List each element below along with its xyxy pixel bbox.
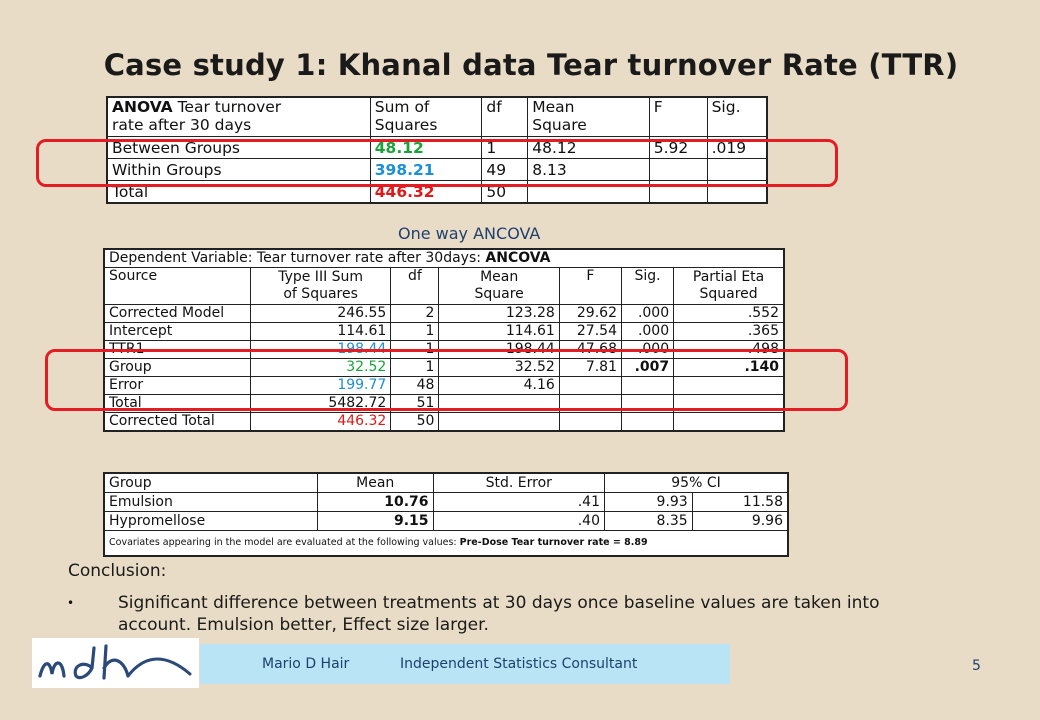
dependent-variable-row: Dependent Variable: Tear turnover rate a… bbox=[103, 248, 785, 268]
table-row: Intercept 114.61 1 114.61 27.54 .000 .36… bbox=[103, 322, 785, 341]
table-row: Within Groups 398.21 49 8.13 bbox=[106, 158, 768, 181]
mean-value: 10.76 bbox=[316, 492, 434, 512]
ci-upper-value: 11.58 bbox=[691, 492, 789, 512]
anova-header-ss: Sum of Squares bbox=[369, 96, 483, 137]
ss-value: 446.32 bbox=[249, 412, 392, 432]
highlight-oval-ancova bbox=[45, 349, 848, 411]
dependent-variable-label: Dependent Variable: Tear turnover rate a… bbox=[103, 248, 785, 268]
anova-header-sig: Sig. bbox=[706, 96, 768, 137]
means-header-mean: Mean bbox=[316, 472, 434, 493]
ancova-header-row: Source Type III Sum of Squares df Mean Squ… bbox=[103, 267, 785, 305]
bullet-icon: • bbox=[67, 596, 75, 610]
means-header-se: Std. Error bbox=[432, 472, 605, 493]
ci-upper-value: 9.96 bbox=[691, 511, 789, 531]
highlight-oval-anova bbox=[36, 139, 838, 187]
eta-value bbox=[673, 412, 785, 432]
table-row: Error 199.77 48 4.16 bbox=[103, 376, 785, 395]
eta-value: .552 bbox=[673, 304, 785, 323]
table-row: Corrected Model 246.55 2 123.28 29.62 .0… bbox=[103, 304, 785, 323]
ancova-header-source: Source bbox=[103, 267, 251, 305]
table-row: Hypromellose 9.15 .40 8.35 9.96 bbox=[103, 511, 789, 531]
ancova-header-df: df bbox=[390, 267, 440, 305]
sig-value bbox=[620, 412, 675, 432]
mean-value: 9.15 bbox=[316, 511, 434, 531]
covariate-note: Covariates appearing in the model are ev… bbox=[103, 530, 789, 557]
page-number: 5 bbox=[972, 658, 981, 674]
f-value: 7.81 bbox=[558, 358, 622, 377]
means-header-ci: 95% CI bbox=[603, 472, 789, 493]
sig-value bbox=[706, 158, 768, 181]
mdh-logo: mdh bbox=[32, 638, 199, 688]
row-label: Corrected Model bbox=[103, 304, 251, 323]
footer-author: Mario D Hair bbox=[262, 656, 350, 672]
anova-header-ms: Mean Square bbox=[527, 96, 650, 137]
ci-lower-value: 9.93 bbox=[603, 492, 693, 512]
sig-value: .000 bbox=[620, 304, 675, 323]
anova-header-label: ANOVA Tear turnover rate after 30 days bbox=[106, 96, 371, 137]
df-value: 49 bbox=[481, 158, 529, 181]
df-value: 1 bbox=[390, 322, 440, 341]
row-label: Emulsion bbox=[103, 492, 318, 512]
conclusion-heading: Conclusion: bbox=[68, 561, 167, 581]
df-value: 2 bbox=[390, 304, 440, 323]
ss-value: 114.61 bbox=[249, 322, 392, 341]
ci-lower-value: 8.35 bbox=[603, 511, 693, 531]
mdh-logo-icon: mdh bbox=[38, 644, 192, 680]
footer-band bbox=[200, 644, 730, 684]
ss-value: 398.21 bbox=[369, 158, 483, 181]
ms-value: 8.13 bbox=[527, 158, 650, 181]
ms-value bbox=[438, 412, 560, 432]
row-label: Hypromellose bbox=[103, 511, 318, 531]
slide-title: Case study 1: Khanal data Tear turnover … bbox=[103, 48, 959, 82]
means-table: Group Mean Std. Error 95% CI Emulsion 10… bbox=[103, 472, 789, 557]
se-value: .41 bbox=[432, 492, 605, 512]
f-value: 29.62 bbox=[558, 304, 622, 323]
table-row: Group 32.52 1 32.52 7.81 .007 .140 bbox=[103, 358, 785, 377]
anova-header-f: F bbox=[648, 96, 708, 137]
f-value: 27.54 bbox=[558, 322, 622, 341]
row-label: Corrected Total bbox=[103, 412, 251, 432]
ancova-header-f: F bbox=[558, 267, 622, 305]
table-row: Emulsion 10.76 .41 9.93 11.58 bbox=[103, 492, 789, 512]
ancova-header-eta: Partial Eta Squared bbox=[673, 267, 785, 305]
se-value: .40 bbox=[432, 511, 605, 531]
ancova-header-ms: Mean Square bbox=[438, 267, 560, 305]
means-header-group: Group bbox=[103, 472, 318, 493]
means-header-row: Group Mean Std. Error 95% CI bbox=[103, 472, 789, 493]
means-note-row: Covariates appearing in the model are ev… bbox=[103, 530, 789, 557]
f-value bbox=[558, 412, 622, 432]
ancova-header-ss: Type III Sum of Squares bbox=[249, 267, 392, 305]
ms-value: 123.28 bbox=[438, 304, 560, 323]
row-label: Within Groups bbox=[106, 158, 371, 181]
ms-value: 114.61 bbox=[438, 322, 560, 341]
conclusion-text: Significant difference between treatment… bbox=[118, 593, 880, 635]
ancova-header-sig: Sig. bbox=[620, 267, 675, 305]
ms-value: 32.52 bbox=[438, 358, 560, 377]
eta-value: .365 bbox=[673, 322, 785, 341]
anova-header-row: ANOVA Tear turnover rate after 30 days Su… bbox=[106, 96, 768, 137]
footer-role: Independent Statistics Consultant bbox=[400, 656, 638, 672]
ancova-caption: One way ANCOVA bbox=[398, 224, 541, 243]
row-label: Intercept bbox=[103, 322, 251, 341]
ss-value: 246.55 bbox=[249, 304, 392, 323]
table-row: Corrected Total 446.32 50 bbox=[103, 412, 785, 432]
anova-header-df: df bbox=[481, 96, 529, 137]
df-value: 50 bbox=[390, 412, 440, 432]
sig-value: .000 bbox=[620, 322, 675, 341]
